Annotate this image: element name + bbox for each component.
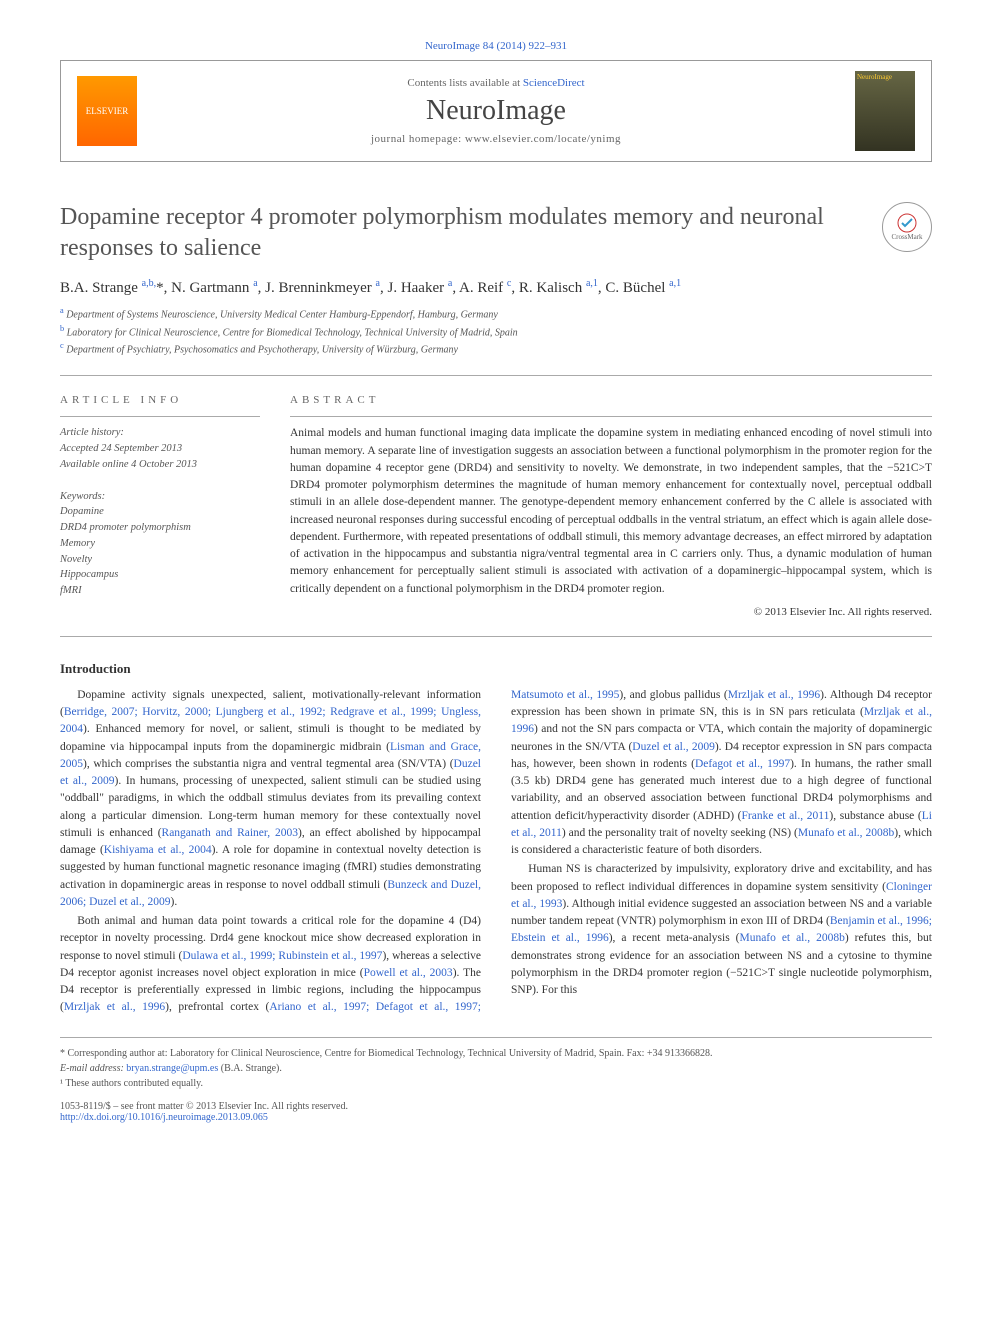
- journal-cover-thumb: NeuroImage: [855, 71, 915, 151]
- homepage-url[interactable]: www.elsevier.com/locate/ynimg: [465, 133, 621, 145]
- keyword: Memory: [60, 536, 260, 552]
- journal-header: ELSEVIER Contents lists available at Sci…: [60, 60, 932, 162]
- doi-link[interactable]: http://dx.doi.org/10.1016/j.neuroimage.2…: [60, 1112, 268, 1123]
- citation-link[interactable]: NeuroImage 84 (2014) 922–931: [60, 40, 932, 52]
- keyword: Novelty: [60, 552, 260, 568]
- keyword: fMRI: [60, 583, 260, 599]
- article-history: Article history: Accepted 24 September 2…: [60, 425, 260, 472]
- affiliation-a: Department of Systems Neuroscience, Univ…: [66, 310, 498, 321]
- keyword: DRD4 promoter polymorphism: [60, 520, 260, 536]
- info-divider: [60, 416, 260, 417]
- contents-available: Contents lists available at ScienceDirec…: [137, 77, 855, 89]
- intro-para-1: Dopamine activity signals unexpected, sa…: [60, 687, 481, 911]
- author-email[interactable]: bryan.strange@upm.es: [126, 1063, 218, 1074]
- footnotes: * Corresponding author at: Laboratory fo…: [60, 1037, 932, 1091]
- affiliations: a Department of Systems Neuroscience, Un…: [60, 305, 932, 357]
- header-center: Contents lists available at ScienceDirec…: [137, 77, 855, 145]
- keyword: Dopamine: [60, 504, 260, 520]
- contents-prefix: Contents lists available at: [407, 77, 522, 89]
- body-two-column: Dopamine activity signals unexpected, sa…: [60, 687, 932, 1017]
- keywords-block: Keywords: Dopamine DRD4 promoter polymor…: [60, 489, 260, 599]
- accepted-date: Accepted 24 September 2013: [60, 441, 260, 457]
- crossmark-badge[interactable]: CrossMark: [882, 202, 932, 252]
- abstract-divider: [290, 416, 932, 417]
- authors-line: B.A. Strange a,b,*, N. Gartmann a, J. Br…: [60, 278, 932, 297]
- article-title: Dopamine receptor 4 promoter polymorphis…: [60, 202, 862, 264]
- issn-line: 1053-8119/$ – see front matter © 2013 El…: [60, 1101, 932, 1112]
- sciencedirect-link[interactable]: ScienceDirect: [523, 77, 585, 89]
- affiliation-c: Department of Psychiatry, Psychosomatics…: [66, 344, 458, 355]
- elsevier-logo: ELSEVIER: [77, 76, 137, 146]
- article-info-column: ARTICLE INFO Article history: Accepted 2…: [60, 394, 260, 618]
- history-label: Article history:: [60, 425, 260, 441]
- abstract-copyright: © 2013 Elsevier Inc. All rights reserved…: [290, 606, 932, 618]
- divider: [60, 375, 932, 376]
- affiliation-b: Laboratory for Clinical Neuroscience, Ce…: [67, 327, 518, 338]
- equal-contribution: ¹ These authors contributed equally.: [60, 1076, 932, 1091]
- abstract-heading: ABSTRACT: [290, 394, 932, 406]
- keywords-label: Keywords:: [60, 489, 260, 505]
- intro-para-3: Human NS is characterized by impulsivity…: [511, 861, 932, 999]
- introduction-heading: Introduction: [60, 661, 932, 677]
- corresponding-author: * Corresponding author at: Laboratory fo…: [60, 1046, 932, 1061]
- email-line: E-mail address: bryan.strange@upm.es (B.…: [60, 1061, 932, 1076]
- abstract-text: Animal models and human functional imagi…: [290, 425, 932, 598]
- abstract-column: ABSTRACT Animal models and human functio…: [290, 394, 932, 618]
- keyword: Hippocampus: [60, 567, 260, 583]
- crossmark-label: CrossMark: [891, 233, 922, 241]
- divider: [60, 636, 932, 637]
- journal-name: NeuroImage: [137, 95, 855, 127]
- article-info-heading: ARTICLE INFO: [60, 394, 260, 406]
- homepage-prefix: journal homepage:: [371, 133, 465, 145]
- journal-homepage: journal homepage: www.elsevier.com/locat…: [137, 133, 855, 145]
- footer: 1053-8119/$ – see front matter © 2013 El…: [60, 1101, 932, 1123]
- online-date: Available online 4 October 2013: [60, 457, 260, 473]
- crossmark-icon: [897, 213, 917, 233]
